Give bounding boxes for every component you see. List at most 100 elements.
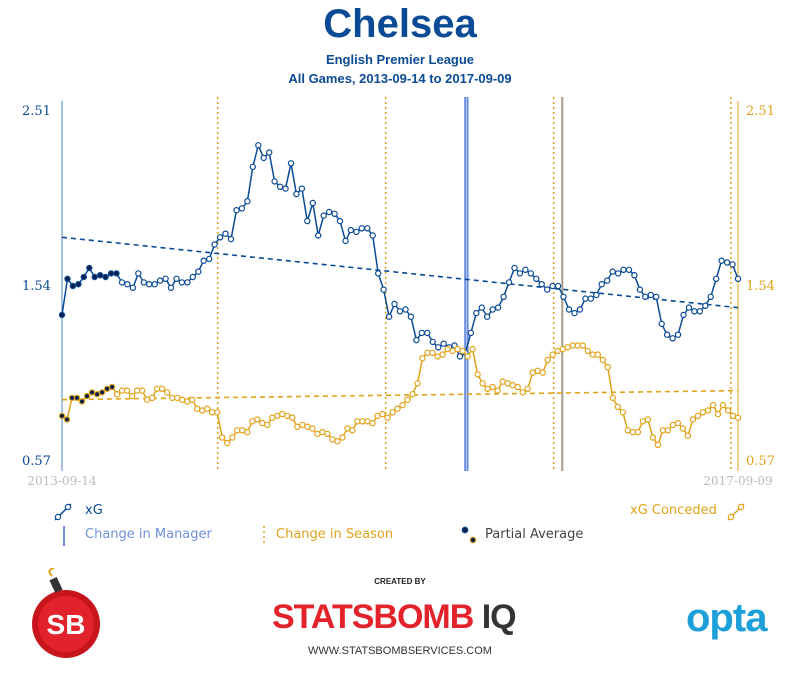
xg-point [162,275,169,282]
xg-point [571,309,578,317]
legend-xg-glyph [54,503,72,521]
xg-point [473,309,480,317]
xg-conceded-point [629,428,637,436]
xg-point [647,291,655,299]
xg-conceded-point [684,432,692,439]
xg-conceded-point [544,356,551,364]
xg-point [244,197,251,205]
xg-point [582,295,589,302]
xg-point [402,306,409,313]
xg-conceded-point [334,438,341,445]
xg-point [522,266,529,273]
xg-conceded-point [429,349,436,356]
xg-point [614,270,622,277]
xg-point [385,313,393,320]
xg-point [424,329,431,337]
xg-conceded-point [584,347,592,355]
xg-point [691,308,698,315]
xg-conceded-point [579,342,587,349]
xg-conceded-point [148,394,156,402]
xg-point [293,190,300,198]
xg-point [484,313,491,320]
xg-point [653,293,660,300]
xg-conceded-point [394,405,401,412]
xg-conceded-point [644,416,652,423]
xg-conceded-point [294,423,301,430]
xg-point [516,270,524,277]
xg-point [380,286,387,293]
legend-partial-xgc-marker [469,536,477,544]
xg-conceded-point [609,394,617,402]
xg-conceded-point [619,409,627,416]
xg-conceded-trend-line [61,389,739,401]
created-by-label: CREATED BY [374,577,426,586]
xg-conceded-point [123,387,131,394]
xg-point [145,281,153,288]
xg-conceded-point [419,355,426,362]
xg-point [511,264,518,272]
xg-point [391,300,398,308]
xg-conceded-point [289,414,296,421]
xg-conceded-point [724,407,732,414]
xg-conceded-point [88,389,96,396]
xg-trend-line [61,236,739,309]
xg-point [669,335,676,342]
xg-point [527,270,535,277]
xg-point [178,279,186,286]
xg-conceded-point [384,414,391,421]
xg-conceded-point [674,419,682,427]
statsbomb-url: WWW.STATSBOMBSERVICES.COM [308,645,492,657]
xg-point [544,286,551,293]
xg-point [271,178,278,185]
xg-point [364,225,371,232]
legend-partial-average: Partial Average [485,527,584,542]
xg-point [342,237,349,245]
xg-conceded-point [379,410,386,418]
xg-point [325,208,333,216]
xg-conceded-point [399,401,406,409]
xg-point [702,302,709,309]
xg-point [216,234,224,241]
legend-xgc-marker [727,513,735,521]
xg-point [353,228,360,236]
xg-point [538,281,545,288]
xg-point [102,273,109,281]
xg-point [151,281,158,288]
xg-conceded-point [474,371,481,378]
xg-point [636,286,644,293]
xg-point [173,275,180,282]
xg-point [205,255,213,263]
xg-point [598,281,605,288]
xg-conceded-point [78,398,86,405]
xg-point [358,225,365,232]
x-start-label: 2013-09-14 [27,474,97,488]
xg-point [500,293,507,300]
xg-conceded-point [594,351,602,358]
legend-xg: xG [85,503,103,518]
xg-conceded-point [634,428,642,436]
right-y-tick-label: 2.51 [746,104,775,119]
xg-conceded-point [459,347,466,355]
sb-logo-text: SB [47,609,86,640]
xg-conceded-point [369,419,376,427]
xg-point [505,279,513,286]
xg-conceded-point [489,383,496,391]
legend-xg-conceded: xG Conceded [630,503,717,518]
xg-point [255,142,262,149]
xg-point [494,304,502,311]
xg-conceded-point [539,369,546,376]
xg-point [249,163,256,171]
xg-point [663,331,671,338]
chart-title: Chelsea [323,2,477,46]
xg-point [320,212,327,219]
xg-conceded-point [679,425,687,432]
xg-point [718,257,725,264]
right-y-tick-label: 1.54 [746,279,775,294]
xg-point [549,282,556,290]
xg-point [685,304,693,311]
xg-point [680,311,687,319]
xg-conceded-point [479,380,486,387]
xg-conceded-point [324,430,331,438]
xg-point [80,273,88,281]
